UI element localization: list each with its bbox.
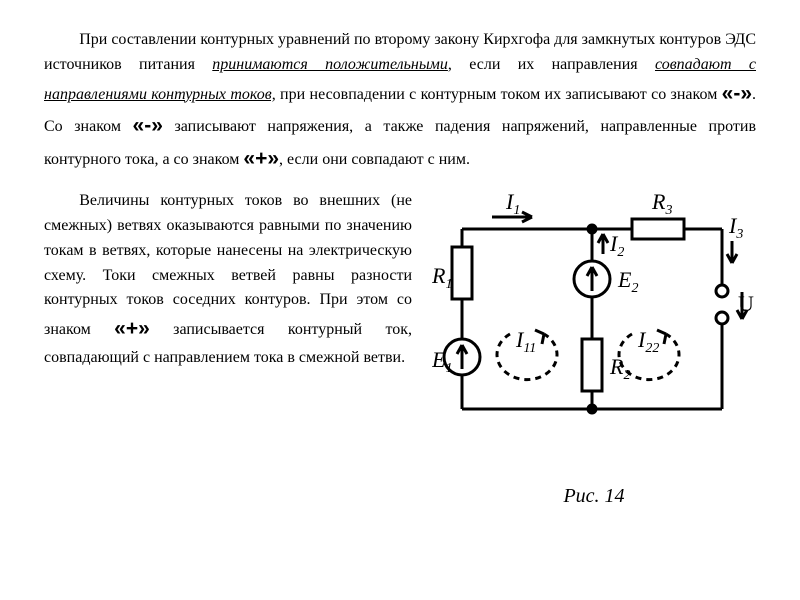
circuit-figure: I1 R3 I2 I3 R1 E2 E1 R2 I11 I22 U Рис. 1… [432, 189, 756, 508]
svg-text:R1: R1 [432, 263, 452, 292]
circuit-svg: I1 R3 I2 I3 R1 E2 E1 R2 I11 I22 U [432, 189, 756, 479]
figure-caption: Рис. 14 [432, 485, 756, 508]
p1-underline-1: принимаются положительными [212, 56, 448, 73]
svg-text:I22: I22 [637, 327, 659, 356]
p2-text: Величины контурных токов во внешних (не … [44, 192, 412, 338]
svg-text:U: U [738, 291, 754, 316]
svg-text:I1: I1 [505, 189, 520, 218]
svg-text:R2: R2 [609, 354, 630, 383]
paragraph-1: При составлении контурных уравнений по в… [44, 28, 756, 175]
svg-text:E1: E1 [432, 347, 452, 376]
svg-text:I11: I11 [515, 327, 536, 356]
p1-text: , если они совпадают с ним. [279, 151, 470, 168]
p1-text: при несовпадении с контурным током их за… [276, 86, 722, 103]
svg-text:E2: E2 [617, 267, 638, 296]
svg-text:I2: I2 [609, 231, 624, 260]
sign-minus-2: «-» [133, 114, 163, 137]
sign-plus-1: «+» [243, 147, 279, 170]
svg-text:I3: I3 [728, 213, 743, 242]
p1-text: , если их направления [448, 56, 655, 73]
sign-plus-2: «+» [114, 317, 150, 340]
sign-minus-1: «-» [722, 82, 752, 105]
paragraph-2: Величины контурных токов во внешних (не … [44, 189, 412, 508]
svg-text:R3: R3 [651, 189, 672, 218]
